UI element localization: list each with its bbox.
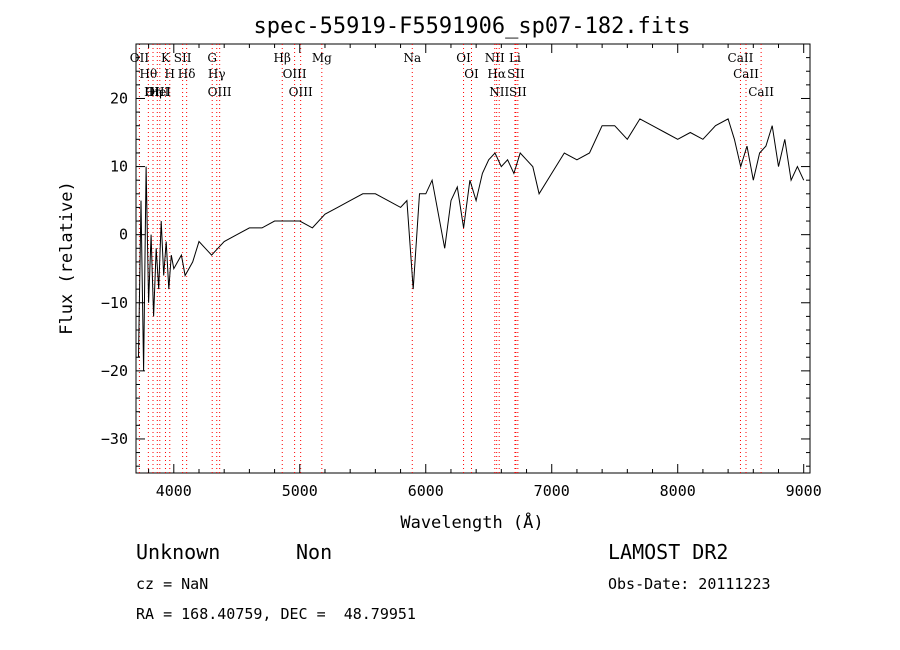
spectral-line-label: Na [403, 51, 421, 65]
spectral-line-label: Hθ [139, 67, 157, 81]
spectral-line-label: NII [485, 51, 505, 65]
spectral-line-markers [138, 44, 762, 473]
x-axis-label: Wavelength (Å) [400, 511, 543, 533]
x-tick-label: 5000 [282, 482, 318, 500]
x-tick-label: 7000 [534, 482, 570, 500]
object-subclass: Non [296, 540, 333, 564]
survey-name: LAMOST DR2 [608, 540, 729, 564]
observation-date: Obs-Date: 20111223 [608, 575, 771, 593]
ra-dec-coordinates: RA = 168.40759, DEC = 48.79951 [136, 605, 416, 623]
spectral-line-label: H [165, 67, 175, 81]
y-tick-label: −10 [101, 294, 128, 312]
y-tick-label: 10 [110, 158, 128, 176]
spectral-line-label: SII [507, 67, 525, 81]
spectral-line-label: SII [174, 51, 192, 65]
redshift-cz: cz = NaN [136, 575, 209, 593]
plot-frame [135, 43, 811, 474]
spectral-line-label: Hγ [208, 67, 226, 81]
spectral-line-label: Hβ [274, 51, 291, 65]
y-tick-label: 20 [110, 89, 128, 107]
y-tick-label: 0 [119, 226, 128, 244]
spectral-line-label: OIII [208, 85, 232, 99]
x-tick-label: 6000 [408, 482, 444, 500]
spectral-line-labels: OIIHθHηOIIIHeIKHSIIHδGHγOIIIHβOIIIOIIIMg… [130, 51, 775, 99]
y-axis-label: Flux (relative) [57, 181, 77, 335]
spectral-line-label: CaII [748, 85, 774, 99]
spectral-line-label: OIII [145, 85, 169, 99]
x-tick-label: 8000 [660, 482, 696, 500]
spectral-line-label: OI [456, 51, 471, 65]
y-axis-ticks: −30 −20 −10 0 10 20 [101, 43, 810, 467]
spectral-line-label: G [207, 51, 217, 65]
spectral-line-label: Hη [144, 85, 162, 99]
spectral-line-label: Hα [487, 67, 506, 81]
spectrum-series-line [138, 118, 805, 371]
y-tick-label: −20 [101, 362, 128, 380]
spectral-line-label: OIII [283, 67, 307, 81]
spectral-line-label: CaII [728, 51, 754, 65]
spectral-line-label: CaII [733, 67, 759, 81]
spectral-line-label: Mg [312, 51, 332, 65]
spectral-line-label: NII [489, 85, 509, 99]
x-tick-label: 9000 [786, 482, 822, 500]
spectral-line-label: SII [509, 85, 527, 99]
spectral-line-label: HeI [149, 85, 172, 99]
spectral-line-label: K [161, 51, 171, 65]
object-class: Unknown [136, 540, 221, 564]
spectral-line-label: Hδ [178, 67, 196, 81]
spectral-line-label: Li [509, 51, 521, 65]
y-tick-label: −30 [101, 430, 128, 448]
spectral-line-label: OIII [289, 85, 313, 99]
spectral-line-label: OI [464, 67, 479, 81]
x-tick-label: 4000 [156, 482, 192, 500]
x-axis-ticks: 4000 5000 6000 7000 8000 9000 [148, 44, 822, 500]
chart-title: spec-55919-F5591906_sp07-182.fits [253, 14, 690, 39]
